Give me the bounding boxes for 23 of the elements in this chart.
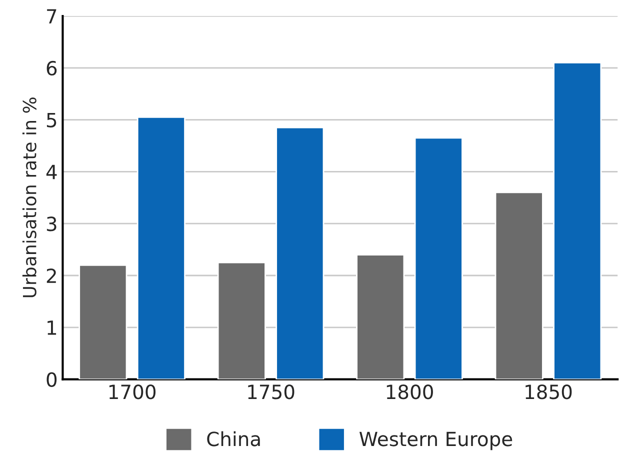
y-tick-label: 0	[46, 372, 57, 387]
bar	[356, 254, 405, 380]
bar	[136, 116, 186, 380]
legend-label: China	[207, 431, 260, 446]
y-tick-label: 6	[46, 60, 57, 76]
bar	[276, 126, 324, 380]
x-tick-label: 1850	[526, 384, 572, 400]
bar	[217, 262, 266, 380]
y-tick-label: 7	[47, 9, 56, 24]
x-tick-label: 1700	[109, 384, 156, 400]
bar	[414, 137, 463, 380]
x-tick-label: 1800	[386, 384, 433, 400]
y-tick-label: 1	[48, 320, 56, 335]
y-tick-label: 3	[46, 216, 56, 232]
y-axis-title: Urbanisation rate in %	[22, 98, 36, 298]
y-tick-label: 4	[46, 164, 57, 180]
bar	[553, 62, 602, 380]
legend-label: Western Europe	[359, 432, 512, 450]
y-tick-label: 2	[46, 268, 56, 283]
y-tick-label: 5	[46, 113, 56, 128]
bar	[494, 192, 544, 380]
x-tick-label: 1750	[248, 384, 294, 400]
bar	[78, 264, 128, 380]
